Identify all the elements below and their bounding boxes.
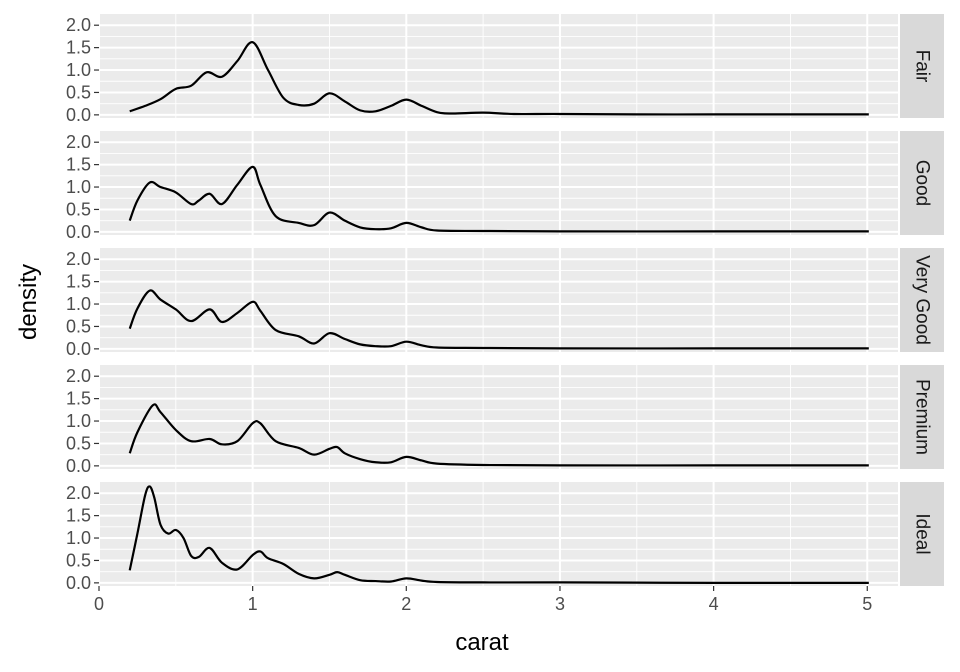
panel-background (99, 131, 898, 235)
facet-strip (900, 365, 944, 469)
facet-strip (900, 248, 944, 352)
y-tick-label: 1.5 (66, 389, 91, 409)
x-axis-title: carat (455, 629, 509, 656)
density-line (129, 41, 869, 116)
facet-strip-label-group: Ideal (912, 513, 933, 554)
y-tick-label: 0.5 (66, 199, 91, 219)
y-tick-label: 0.5 (66, 82, 91, 102)
facet-panel: 0.0 0.51.01.5 2.0 Ideal (66, 482, 944, 593)
x-tick-label: 2 (401, 594, 411, 614)
facet-strip (900, 482, 944, 586)
facet-panel: 0.0 0.51.01.5 2.0 Very Good (66, 248, 944, 359)
y-tick-label: 2.0 (66, 366, 91, 386)
y-tick-label: 0.5 (66, 550, 91, 570)
facet-strip-label-group: Premium (912, 379, 933, 455)
x-axis: 0 1 2 3 4 5 (94, 586, 872, 614)
y-tick-label: 1.0 (66, 411, 91, 431)
y-tick-label: 0.5 (66, 316, 91, 336)
y-tick-label: 1.5 (66, 506, 91, 526)
facet-panel: 0.0 0.51.01.5 2.0 Good (66, 131, 944, 242)
y-tick-label: 1.0 (66, 177, 91, 197)
y-tick-label: 1.0 (66, 294, 91, 314)
y-tick-label: 1.5 (66, 38, 91, 58)
y-tick-label: 0.0 (66, 222, 91, 242)
y-tick-label: 0.0 (66, 573, 91, 593)
density-line (128, 403, 869, 467)
y-tick-label: 1.0 (66, 528, 91, 548)
panel-background (99, 248, 898, 352)
y-tick-label: 2.0 (66, 483, 91, 503)
x-tick-label: 3 (555, 594, 565, 614)
facet-strip-label: Ideal (912, 513, 933, 554)
density-line (128, 485, 869, 584)
facet-strip-label: Fair (912, 50, 933, 83)
facet-strip-label-group: Very Good (912, 255, 933, 345)
facet-strip (900, 131, 944, 235)
x-tick-label: 1 (248, 594, 258, 614)
y-tick-label: 0.0 (66, 339, 91, 359)
panels-layer: 0.00.51.01.52.0Fair0.00.51.01.52.0Good0.… (66, 14, 944, 593)
x-tick-label: 4 (709, 594, 719, 614)
y-tick-label: 0.0 (66, 105, 91, 125)
facet-panel: 0.0 0.51.01.5 2.0 Premium (66, 365, 944, 476)
y-tick-label: 2.0 (66, 15, 91, 35)
y-tick-label: 2.0 (66, 249, 91, 269)
y-tick-label: 0.0 (66, 456, 91, 476)
facet-strip (900, 14, 944, 118)
y-tick-label: 1.5 (66, 155, 91, 175)
facet-strip-label-group: Fair (912, 50, 933, 83)
density-line (128, 165, 869, 233)
y-tick-label: 1.5 (66, 272, 91, 292)
facet-strip-label: Very Good (912, 255, 933, 345)
y-tick-label: 0.5 (66, 433, 91, 453)
x-tick-label: 5 (862, 594, 872, 614)
density-line (128, 289, 869, 350)
panel-background (99, 365, 898, 469)
y-tick-label: 1.0 (66, 60, 91, 80)
facet-panel: 0.0 0.51.01.5 2.0 Fair (66, 14, 944, 125)
x-tick-label: 0 (94, 594, 104, 614)
y-tick-label: 2.0 (66, 132, 91, 152)
panel-background (99, 14, 898, 118)
facet-strip-label: Premium (912, 379, 933, 455)
facet-strip-label: Good (912, 160, 933, 206)
panel-background (99, 482, 898, 586)
y-axis-title: density (15, 264, 42, 340)
facet-strip-label-group: Good (912, 160, 933, 206)
